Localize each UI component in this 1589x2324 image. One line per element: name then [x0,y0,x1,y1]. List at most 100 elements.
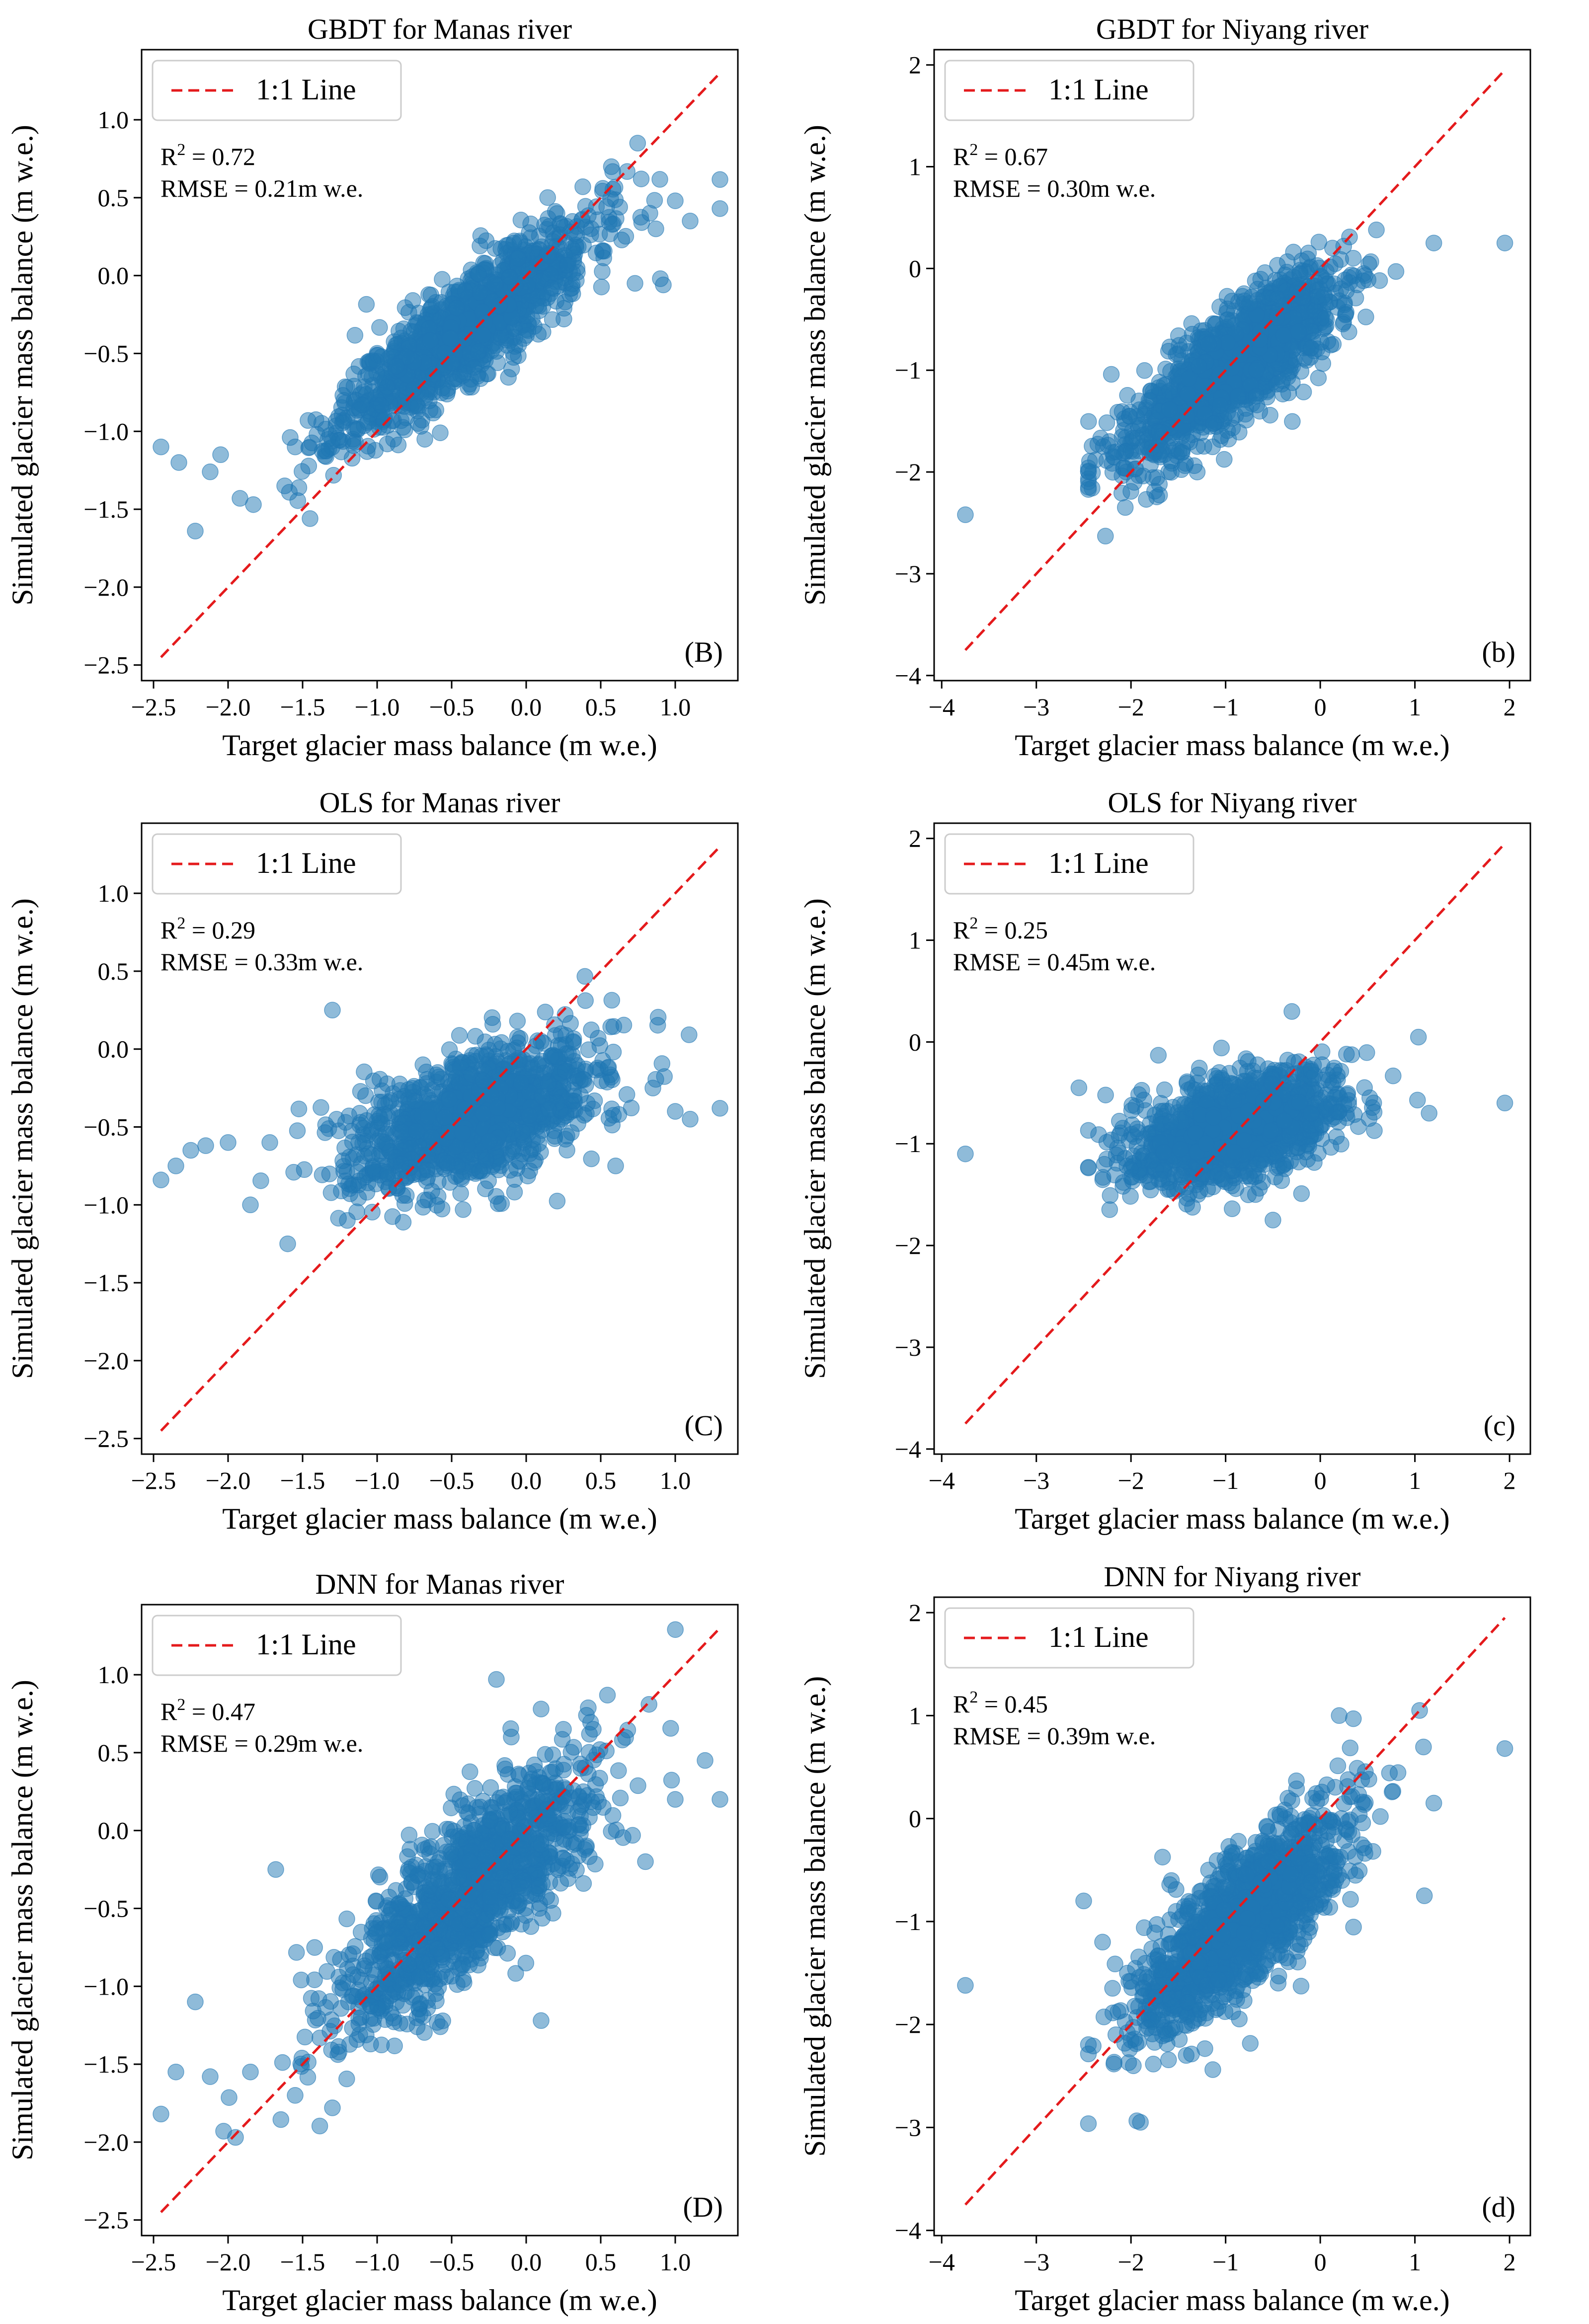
data-point [1179,385,1196,402]
x-tick-label: −1.5 [280,693,325,721]
y-axis-label: Simulated glacier mass balance (m w.e.) [6,898,39,1379]
data-point [1121,408,1138,425]
rmse-annotation: RMSE = 0.30m w.e. [953,174,1156,202]
data-point [479,365,497,383]
data-point [1195,438,1212,455]
data-point [627,275,643,292]
data-point [547,203,564,220]
data-point [1248,396,1266,413]
data-point [1116,499,1134,516]
x-tick-label: −2 [1118,693,1144,721]
data-point [440,1091,458,1108]
data-point [434,271,451,288]
data-point [416,431,433,448]
data-point [584,1100,601,1117]
data-point [220,1134,237,1151]
chart-title: OLS for Niyang river [1108,786,1357,819]
data-point [509,250,527,267]
data-point [356,1063,373,1081]
y-tick-label: −1.0 [83,1191,129,1219]
data-point [429,1064,446,1081]
x-tick-label: 1.0 [660,1467,691,1494]
data-point [1387,263,1405,280]
data-point [300,412,317,429]
x-tick-label: 0.5 [585,1467,617,1494]
y-axis-label: Simulated glacier mass balance (m w.e.) [798,125,831,605]
data-point [276,477,293,494]
y-tick-label: −3 [895,560,921,588]
y-tick-label: −2.0 [83,1347,129,1375]
data-point [576,968,593,985]
panel-label: (b) [1482,636,1515,668]
data-point [1189,464,1206,480]
data-point [1371,272,1388,289]
panel-label: (B) [685,636,723,668]
data-point [633,170,650,187]
data-point [667,1103,684,1120]
data-point [334,387,351,404]
data-point [1496,234,1513,251]
data-point [456,1101,474,1118]
legend: 1:1 Line [152,60,402,121]
data-point [324,1002,341,1019]
data-point [344,1133,361,1151]
data-point [475,326,492,344]
x-tick-label: −4 [929,693,955,721]
data-point [600,1110,618,1127]
data-point [641,205,658,222]
data-point [445,374,462,390]
x-tick-label: −1.0 [355,1467,400,1494]
data-point [653,1055,671,1072]
data-point [302,510,318,527]
data-point [574,1071,591,1088]
data-point [1150,424,1168,441]
data-point [1310,369,1327,387]
data-point [1318,263,1335,280]
data-point [1257,264,1273,281]
data-point [544,311,561,328]
chart-panel: GBDT for Niyang river−4 −3 −2 −1 0 1 2−4−3−2−1… [798,13,1531,762]
data-point [1310,233,1328,251]
data-point [187,523,204,540]
data-point [1180,370,1197,387]
data-point [557,1107,575,1124]
x-axis-label: Target glacier mass balance (m w.e.) [222,729,657,762]
x-tick-label: 0.0 [511,693,542,721]
data-point [540,247,557,264]
data-point [416,1191,433,1209]
data-point [290,479,308,496]
data-point [294,463,311,480]
data-point [384,1208,401,1225]
data-point [290,1100,308,1117]
data-point [521,1107,538,1124]
data-point [296,1161,313,1178]
data-point [153,438,169,456]
data-point [577,992,594,1009]
data-point [396,1195,413,1212]
data-point [605,1043,622,1061]
data-point [394,1123,411,1141]
data-point [1317,310,1334,326]
panel-label: (C) [685,1409,723,1442]
data-point [587,244,605,261]
r2-annotation: R2 = 0.29 [160,914,255,944]
data-point [957,506,974,523]
one-to-one-line [964,69,1506,651]
data-point [364,1204,381,1221]
x-tick-label: −2.5 [131,693,176,721]
data-point [397,1169,414,1186]
x-tick-label: −0.5 [429,693,475,721]
data-point [593,278,610,296]
legend: 1:1 Line [152,833,402,895]
data-point [1290,323,1307,340]
y-tick-label: 0.5 [98,957,129,985]
data-point [617,228,635,245]
scatter-series [957,222,1513,544]
y-tick-label: 1 [909,153,921,181]
data-point [1103,366,1120,383]
data-point [1368,222,1385,238]
data-point [408,1123,425,1140]
data-point [537,1004,554,1020]
data-point [712,171,728,188]
data-point [409,415,427,432]
